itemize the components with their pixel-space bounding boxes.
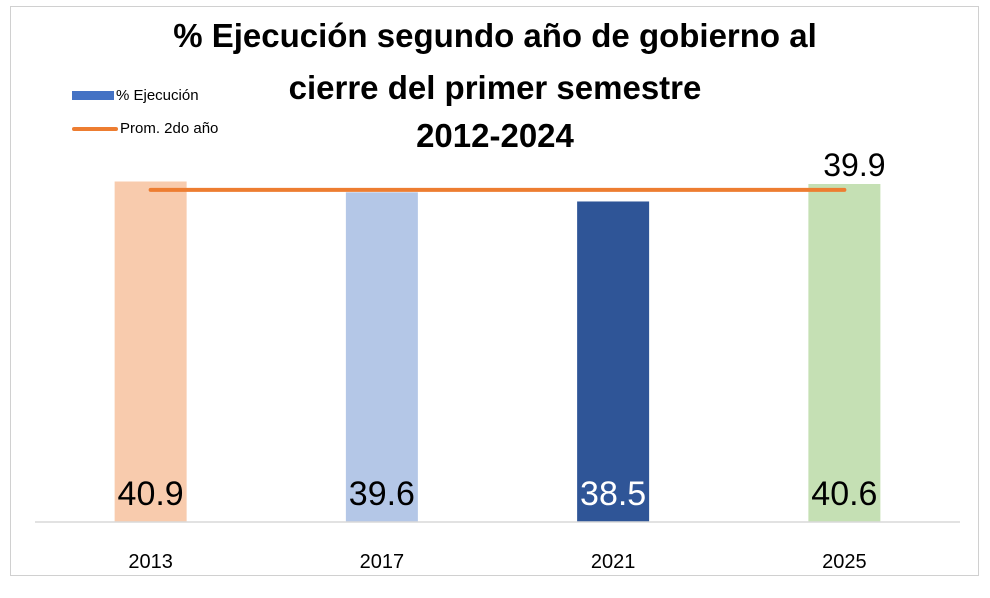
x-tick-label-2025: 2025 <box>822 551 867 573</box>
legend-item-promedio: Prom. 2do año <box>72 120 218 137</box>
chart-title-line-3: 2012-2024 <box>416 117 574 154</box>
bar-2013 <box>114 181 187 523</box>
bar-value-label-2013: 40.9 <box>118 475 184 513</box>
x-tick-label-2021: 2021 <box>591 551 636 573</box>
legend-swatch-line <box>72 126 118 131</box>
legend-label-ejecucion: % Ejecución <box>116 87 199 104</box>
legend-swatch-bar <box>72 91 114 100</box>
average-line-label: 39.9 <box>823 147 885 183</box>
x-tick-label-2017: 2017 <box>360 551 405 573</box>
x-tick-label-2013: 2013 <box>128 551 173 573</box>
bar-value-label-2025: 40.6 <box>811 475 877 513</box>
bar-2025 <box>808 183 881 522</box>
bar-value-label-2021: 38.5 <box>580 475 646 513</box>
chart-title-line-2: cierre del primer semestre <box>288 69 702 106</box>
bar-2021 <box>577 201 650 522</box>
bar-2017 <box>345 192 418 523</box>
legend-label-promedio: Prom. 2do año <box>120 120 219 137</box>
legend-item-ejecucion: % Ejecución <box>72 87 199 104</box>
chart-title-line-1: % Ejecución segundo año de gobierno al <box>173 17 817 54</box>
bar-value-label-2017: 39.6 <box>349 475 415 513</box>
